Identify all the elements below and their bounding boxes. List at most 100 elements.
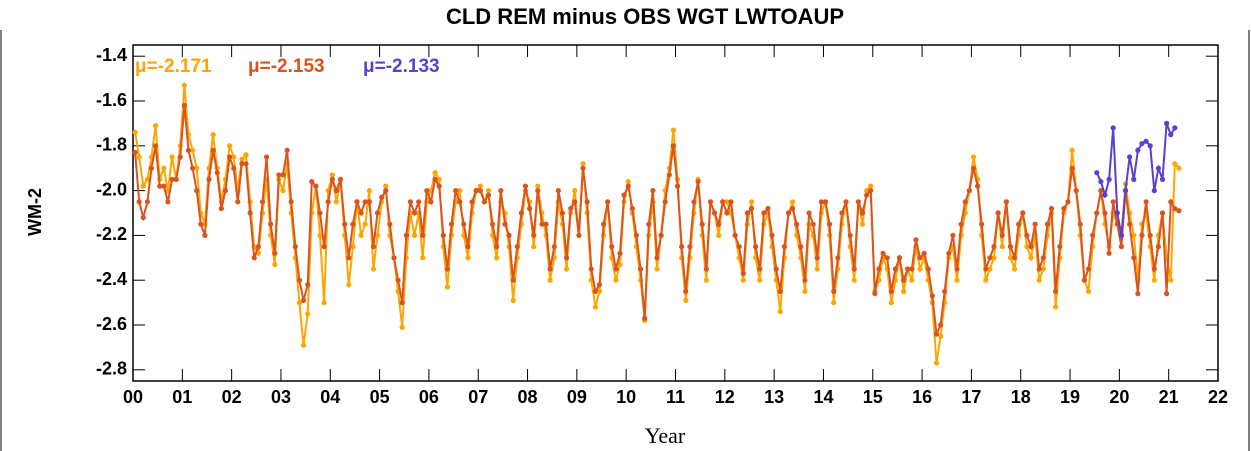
x-tick-label: 04 — [320, 387, 340, 407]
series-point — [1007, 244, 1014, 250]
series-point — [152, 123, 159, 129]
series-point — [740, 270, 746, 277]
series-point — [305, 282, 311, 288]
series-point — [239, 156, 245, 162]
series-point — [732, 232, 738, 238]
series-point — [465, 255, 471, 261]
y-tick-label: -2.4 — [96, 269, 127, 289]
series-point — [785, 210, 792, 216]
series-point — [1081, 277, 1088, 283]
series-point — [1085, 266, 1092, 272]
series-point — [1143, 138, 1149, 144]
series-point — [929, 293, 935, 299]
series-point — [584, 199, 590, 205]
series-point — [876, 266, 882, 272]
series-point — [851, 277, 857, 283]
series-point — [757, 266, 763, 272]
series-point — [605, 199, 611, 205]
series-point — [794, 221, 800, 227]
series-point — [674, 183, 681, 189]
series-point — [917, 255, 923, 261]
series-point — [1164, 291, 1170, 297]
series-point — [1028, 244, 1034, 250]
series-point — [777, 288, 783, 294]
series-point — [374, 210, 381, 216]
series-point — [859, 221, 866, 227]
series-point — [806, 210, 812, 216]
series-point — [1032, 221, 1038, 227]
series-point — [868, 183, 874, 189]
legend-label: μ=-2.171 — [135, 56, 212, 77]
series-point — [247, 210, 253, 216]
series-point — [1044, 221, 1051, 227]
series-point — [695, 179, 701, 185]
series-point — [362, 199, 368, 205]
series-point — [946, 250, 952, 256]
series-point — [765, 205, 771, 212]
series-point — [884, 255, 890, 261]
series-point — [457, 188, 463, 194]
series-point — [1168, 132, 1174, 138]
series-point — [181, 102, 187, 109]
series-point — [983, 277, 989, 283]
series-point — [161, 183, 167, 189]
series-point — [942, 288, 948, 294]
series-point — [300, 342, 307, 348]
series-point — [559, 210, 566, 216]
series-point — [642, 315, 648, 321]
series-point — [646, 221, 652, 227]
series-point — [633, 232, 640, 238]
series-point — [346, 282, 352, 288]
series-point — [510, 277, 516, 283]
series-point — [818, 199, 824, 205]
series-point — [383, 183, 389, 189]
series-point — [169, 176, 175, 182]
series-point — [613, 266, 619, 272]
series-point — [572, 188, 578, 194]
series-point — [202, 232, 208, 238]
series-point — [194, 165, 200, 171]
series-point — [547, 266, 553, 272]
series-point — [683, 297, 689, 303]
series-point — [485, 188, 492, 194]
series-point — [342, 221, 348, 227]
chart-title: CLD REM minus OBS WGT LWTOAUP — [446, 4, 844, 29]
series-point — [1151, 188, 1157, 194]
series-point — [995, 210, 1001, 216]
series-point — [399, 300, 405, 306]
series-point — [814, 266, 820, 272]
series-point — [1003, 199, 1009, 205]
series-point — [169, 154, 175, 160]
series-point — [387, 221, 393, 227]
plot-frame — [132, 44, 1219, 382]
series-point — [181, 82, 187, 88]
series-point — [272, 250, 278, 256]
series-point — [411, 232, 418, 238]
series-point — [539, 221, 545, 227]
x-tick-label: 03 — [271, 387, 291, 407]
x-tick-label: 00 — [123, 387, 143, 407]
series-point — [831, 288, 837, 294]
series-point — [444, 284, 451, 290]
series-point — [144, 199, 151, 205]
series-point — [999, 244, 1005, 250]
series-point — [543, 221, 549, 227]
series-point — [748, 199, 755, 205]
series-point — [683, 288, 689, 294]
series-point — [937, 333, 944, 339]
series-point — [987, 266, 993, 272]
series-point — [580, 165, 586, 171]
x-tick-label: 10 — [616, 387, 636, 407]
series-point — [136, 199, 142, 205]
series-point — [1147, 143, 1153, 149]
series-point — [272, 261, 278, 268]
series-point — [210, 147, 216, 153]
series-point — [354, 199, 360, 205]
series-point — [231, 165, 237, 171]
series-point — [280, 172, 286, 178]
series-point — [161, 165, 167, 171]
series-point — [494, 244, 500, 250]
y-tick-label: -2.2 — [96, 224, 127, 244]
series-point — [251, 255, 257, 261]
y-tick-label: -2.0 — [96, 179, 127, 199]
